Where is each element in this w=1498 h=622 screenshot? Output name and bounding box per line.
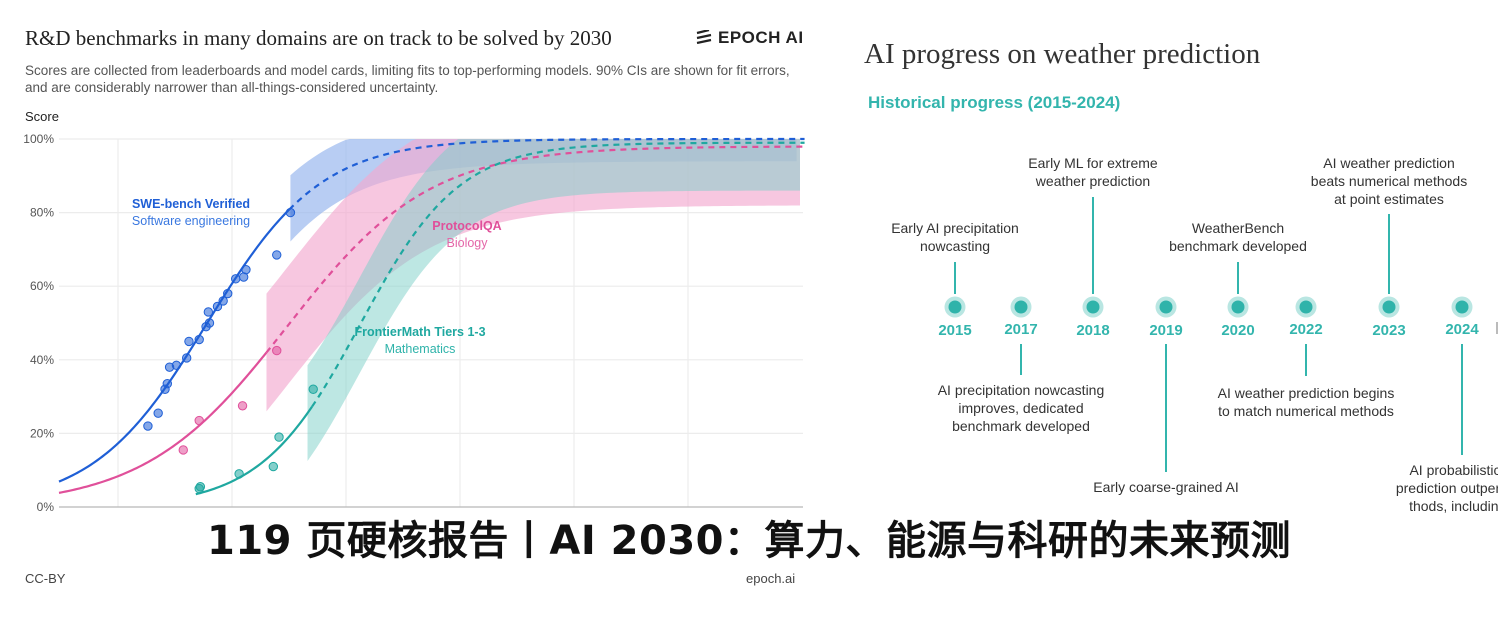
event-above-2018-line: weather prediction [1035,173,1150,189]
y-tick-label: 20% [30,426,54,440]
swe-fit-line [58,208,291,483]
frontier-data-point [234,469,244,479]
frontier-data-point [195,482,206,492]
timeline-node-2023 [1378,296,1400,318]
protocol-fit-line [58,351,268,494]
frontier-series-label: FrontierMath Tiers 1-3 [354,325,485,339]
swe-data-point [194,334,204,345]
timeline-node-2015 [944,296,966,318]
protocol-confidence-band [266,139,801,412]
timeline-node-2019 [1155,296,1177,318]
event-below-2024-line: AI probabilistic w [1409,462,1498,478]
article-banner-title: 119 页硬核报告丨AI 2030：算力、能源与科研的未来预测 [206,518,1291,564]
benchmark-chart: 0% 20% 40% 60% 80% 100% SWE-bench Verified Sof… [23,132,805,514]
swe-data-point [212,301,223,312]
swe-domain-label: Software engineering [132,214,250,228]
swe-data-point [153,408,163,418]
swe-data-point [272,250,282,260]
timeline-node-2020 [1227,296,1249,318]
year-label-2018: 2018 [1076,322,1109,339]
source-label: epoch.ai [746,571,796,586]
benchmarks-panel: R&D benchmarks in many domains are on tr… [23,26,805,586]
protocol-projection-line [265,145,805,354]
weather-title: AI progress on weather prediction [864,38,1261,70]
frontier-confidence-band [307,139,800,461]
year-label-2022: 2022 [1289,321,1322,338]
event-below-2019-line: Early coarse-grained AI [1093,479,1239,495]
event-below-2017-line: improves, dedicated [958,400,1083,416]
protocol-data-point [237,401,248,411]
frontier-fit-line [195,405,313,496]
year-label-2017: 2017 [1004,321,1037,338]
year-label-2015: 2015 [938,322,971,339]
swe-data-point [171,360,182,371]
event-below-2017-line: benchmark developed [952,418,1090,434]
weather-panel: AI progress on weather prediction Histor… [820,0,1498,622]
swe-data-point [143,421,153,431]
swe-projection-line [288,137,805,211]
protocol-domain-label: Biology [447,236,489,250]
year-label-2019: 2019 [1149,322,1182,339]
frontier-data-point [274,432,284,442]
chart-title: R&D benchmarks in many domains are on tr… [25,26,612,50]
swe-data-point [162,379,173,389]
y-tick-label: 60% [30,279,54,293]
swe-data-point [285,207,296,218]
event-below-2017-line: AI precipitation nowcasting [938,382,1105,398]
y-tick-label: 80% [30,206,54,220]
event-above-2015-line: Early AI precipitation [891,220,1019,236]
frontier-data-point [268,461,279,472]
event-below-2022-line: AI weather prediction begins [1218,385,1395,401]
epoch-logo-icon [696,30,712,44]
timeline-node-2024 [1451,296,1473,318]
event-below-2022-line: to match numerical methods [1218,403,1394,419]
y-tick-label: 40% [30,353,54,367]
y-axis-title: Score [25,109,59,124]
year-label-2023: 2023 [1372,322,1405,339]
event-above-2015-line: nowcasting [920,238,990,254]
timeline-node-2022 [1295,296,1317,318]
swe-data-point [241,264,251,275]
event-below-2024-line: thods, including r [1409,498,1498,514]
swe-data-point [223,288,233,299]
y-tick-label: 0% [37,500,55,514]
frontier-data-point [308,384,318,394]
weather-timeline: 2015 2017 2018 2019 2020 2022 2023 2024 … [891,155,1498,514]
frontier-domain-label: Mathematics [385,342,456,356]
protocol-data-point [272,345,282,356]
timeline-node-2017 [1010,296,1032,318]
weather-subtitle: Historical progress (2015-2024) [868,93,1121,112]
event-above-2020-line: benchmark developed [1169,238,1307,254]
event-above-2020-line: WeatherBench [1192,220,1284,236]
y-tick-label: 100% [23,132,54,146]
year-label-2020: 2020 [1221,322,1254,339]
swe-data-point [181,353,192,363]
event-above-2023-line: at point estimates [1334,191,1444,207]
year-label-2024: 2024 [1445,321,1479,338]
event-below-2024-line: prediction outperform [1396,480,1498,496]
epoch-logo: EPOCH AI [696,28,804,48]
event-above-2023-line: beats numerical methods [1311,173,1467,189]
protocol-data-point [178,445,188,455]
event-above-2023-line: AI weather prediction [1323,155,1455,171]
swe-data-point [204,318,215,328]
event-above-2018-line: Early ML for extreme [1028,155,1158,171]
timeline-node-2018 [1082,296,1104,318]
license-label: CC-BY [25,571,66,586]
swe-data-point [203,307,214,317]
swe-data-point [184,336,194,347]
chart-subtitle: Scores are collected from leaderboards a… [25,63,790,95]
logo-text: EPOCH AI [718,28,804,47]
protocol-data-point [194,415,204,426]
protocol-series-label: ProtocolQA [432,219,501,233]
swe-series-label: SWE-bench Verified [132,197,250,211]
swe-data-point [231,274,241,284]
swe-data-point [218,296,228,306]
